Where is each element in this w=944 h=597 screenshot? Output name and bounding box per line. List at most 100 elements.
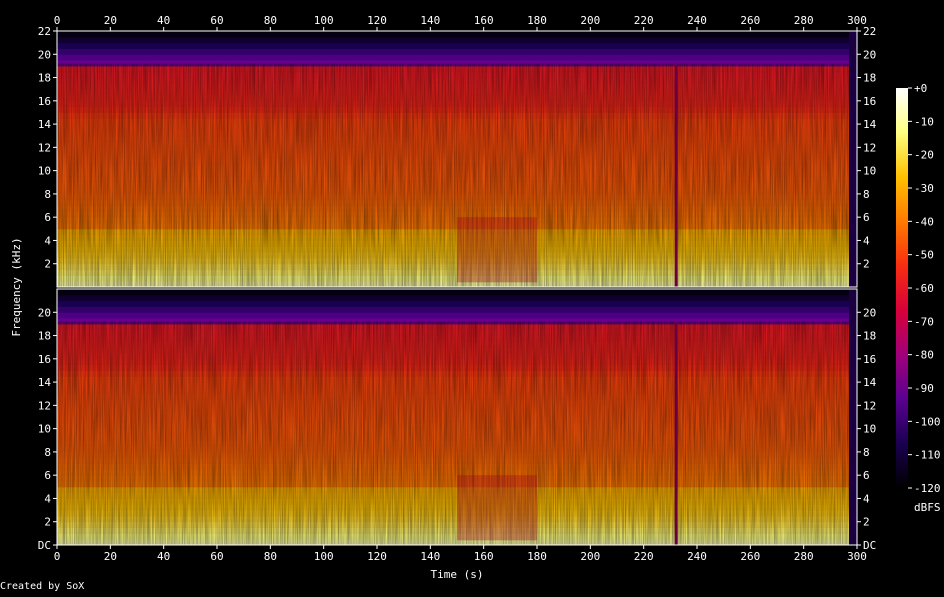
colorbar-tick-label: -70 xyxy=(914,315,934,328)
y-tick-label: 20 xyxy=(38,48,51,61)
y-tick-label: 6 xyxy=(863,211,870,224)
spectral-band xyxy=(57,54,849,61)
x-tick-label: 300 xyxy=(847,550,867,563)
y-tick-label: 16 xyxy=(38,95,51,108)
x-tick-label: 20 xyxy=(104,550,117,563)
spectral-texture xyxy=(57,63,849,287)
spectral-texture xyxy=(57,321,849,545)
y-tick-label: 12 xyxy=(863,399,876,412)
credit-text: Created by SoX xyxy=(0,581,84,592)
y-tick-label: 16 xyxy=(38,353,51,366)
y-tick-label: 4 xyxy=(44,234,51,247)
x-tick-label: 220 xyxy=(634,14,654,27)
y-tick-label: 4 xyxy=(44,492,51,505)
colorbar-tick-label: -40 xyxy=(914,215,934,228)
y-tick-label: 4 xyxy=(863,234,870,247)
x-tick-label: 140 xyxy=(420,14,440,27)
y-tick-label: 10 xyxy=(38,165,51,178)
y-tick-label: 10 xyxy=(863,423,876,436)
colorbar-tick-label: -20 xyxy=(914,149,934,162)
x-tick-label: 0 xyxy=(54,14,61,27)
colorbar-tick-label: -80 xyxy=(914,349,934,362)
plot-border xyxy=(56,30,858,288)
x-tick-label: 220 xyxy=(634,550,654,563)
plot-border xyxy=(56,288,858,546)
y-tick-label: 6 xyxy=(44,211,51,224)
x-tick-label: 280 xyxy=(794,550,814,563)
y-tick-label: 6 xyxy=(44,469,51,482)
x-tick-label: 160 xyxy=(474,550,494,563)
spectral-band xyxy=(57,60,849,67)
colorbar-tick-label: +0 xyxy=(914,82,927,95)
x-tick-label: 200 xyxy=(580,14,600,27)
x-tick-label: 60 xyxy=(210,14,223,27)
spectral-band xyxy=(57,312,849,319)
y-tick-label: 14 xyxy=(38,118,52,131)
x-tick-label: 40 xyxy=(157,550,170,563)
y-tick-label: 8 xyxy=(863,188,870,201)
y-tick-label: DC xyxy=(863,539,876,552)
x-tick-label: 40 xyxy=(157,14,170,27)
x-tick-label: 120 xyxy=(367,550,387,563)
x-tick-label: 100 xyxy=(314,14,334,27)
x-tick-label: 180 xyxy=(527,14,547,27)
colorbar-tick-label: -120 xyxy=(914,482,941,495)
y-tick-label: 16 xyxy=(863,95,876,108)
y-tick-label: 18 xyxy=(38,330,51,343)
y-tick-label: 14 xyxy=(38,376,52,389)
y-tick-label: 20 xyxy=(863,48,876,61)
y-tick-label: 12 xyxy=(38,399,51,412)
x-axis-label: Time (s) xyxy=(431,568,484,581)
y-tick-label: 22 xyxy=(38,25,51,38)
x-tick-label: 80 xyxy=(264,14,277,27)
y-tick-label: 22 xyxy=(863,25,876,38)
x-tick-label: 20 xyxy=(104,14,117,27)
y-tick-label: 20 xyxy=(38,306,51,319)
y-tick-label: 6 xyxy=(863,469,870,482)
dropout-line xyxy=(674,63,678,287)
colorbar-gradient xyxy=(896,88,908,488)
x-tick-label: 100 xyxy=(314,550,334,563)
y-tick-label: 2 xyxy=(863,516,870,529)
y-tick-label: 20 xyxy=(863,306,876,319)
x-tick-label: 300 xyxy=(847,14,867,27)
spectral-band xyxy=(57,36,849,44)
quiet-section xyxy=(457,475,537,541)
x-tick-label: 260 xyxy=(740,550,760,563)
x-tick-label: 280 xyxy=(794,14,814,27)
y-tick-label: 18 xyxy=(863,330,876,343)
spectral-band xyxy=(57,300,849,307)
y-tick-label: 8 xyxy=(44,446,51,459)
spectral-band xyxy=(57,289,849,296)
x-tick-label: 60 xyxy=(210,550,223,563)
y-tick-label: 10 xyxy=(38,423,51,436)
colorbar-tick-label: -90 xyxy=(914,382,934,395)
spectral-band xyxy=(57,42,849,49)
dropout-line xyxy=(674,321,678,545)
channel-top-spectrogram xyxy=(56,30,858,288)
spectral-band xyxy=(57,294,849,302)
x-tick-label: 240 xyxy=(687,550,707,563)
x-tick-label: 180 xyxy=(527,550,547,563)
y-tick-label: 12 xyxy=(863,141,876,154)
colorbar-tick-label: -60 xyxy=(914,282,934,295)
y-tick-label: 2 xyxy=(44,258,51,271)
channel-bottom-spectrogram xyxy=(56,288,858,546)
x-tick-label: 80 xyxy=(264,550,277,563)
colorbar-tick-label: -110 xyxy=(914,449,941,462)
y-tick-label: 2 xyxy=(44,516,51,529)
y-tick-label: 14 xyxy=(863,118,877,131)
silence-region xyxy=(849,31,857,287)
y-tick-label: 12 xyxy=(38,141,51,154)
colorbar-tick-label: -50 xyxy=(914,249,934,262)
y-tick-label: 16 xyxy=(863,353,876,366)
y-axis-label: Frequency (kHz) xyxy=(10,237,23,336)
x-tick-label: 200 xyxy=(580,550,600,563)
x-tick-label: 260 xyxy=(740,14,760,27)
colorbar-tick-label: -30 xyxy=(914,182,934,195)
x-tick-label: 140 xyxy=(420,550,440,563)
colorbar-label: dBFS xyxy=(914,501,941,514)
y-tick-label: 8 xyxy=(863,446,870,459)
y-tick-label: 2 xyxy=(863,258,870,271)
